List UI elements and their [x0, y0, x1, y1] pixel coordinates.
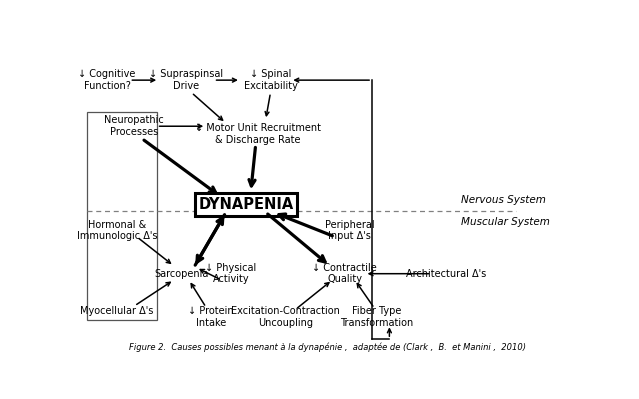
Text: Myocellular Δ's: Myocellular Δ's	[81, 306, 154, 316]
Text: Excitation-Contraction
Uncoupling: Excitation-Contraction Uncoupling	[231, 306, 340, 328]
Text: Neuropathic
Processes: Neuropathic Processes	[104, 115, 164, 137]
Text: Peripheral
Input Δ's: Peripheral Input Δ's	[325, 220, 374, 241]
Text: ↓ Spinal
Excitability: ↓ Spinal Excitability	[243, 69, 298, 91]
Text: ↓ Motor Unit Recruitment
& Discharge Rate: ↓ Motor Unit Recruitment & Discharge Rat…	[195, 123, 321, 145]
Text: ↓ Cognitive
Function?: ↓ Cognitive Function?	[79, 69, 136, 91]
Text: Nervous System: Nervous System	[461, 195, 546, 205]
Text: Figure 2.  Causes possibles menant à la dynapénie ,  adaptée de (Clark ,  B.  et: Figure 2. Causes possibles menant à la d…	[129, 342, 526, 352]
Text: ↓ Contractile
Quality: ↓ Contractile Quality	[312, 263, 377, 284]
Text: Fiber Type
Transformation: Fiber Type Transformation	[341, 306, 413, 328]
Text: Sarcopenia: Sarcopenia	[154, 269, 208, 279]
Text: ↓ Protein
Intake: ↓ Protein Intake	[189, 306, 234, 328]
Text: ↓ Supraspinsal
Drive: ↓ Supraspinsal Drive	[150, 69, 224, 91]
Text: Hormonal &
Immunologic Δ's: Hormonal & Immunologic Δ's	[77, 220, 157, 241]
Text: ↓ Physical
Activity: ↓ Physical Activity	[205, 263, 256, 284]
Text: Muscular System: Muscular System	[461, 217, 550, 227]
Text: DYNAPENIA: DYNAPENIA	[198, 197, 293, 212]
Text: Architectural Δ's: Architectural Δ's	[406, 269, 486, 279]
